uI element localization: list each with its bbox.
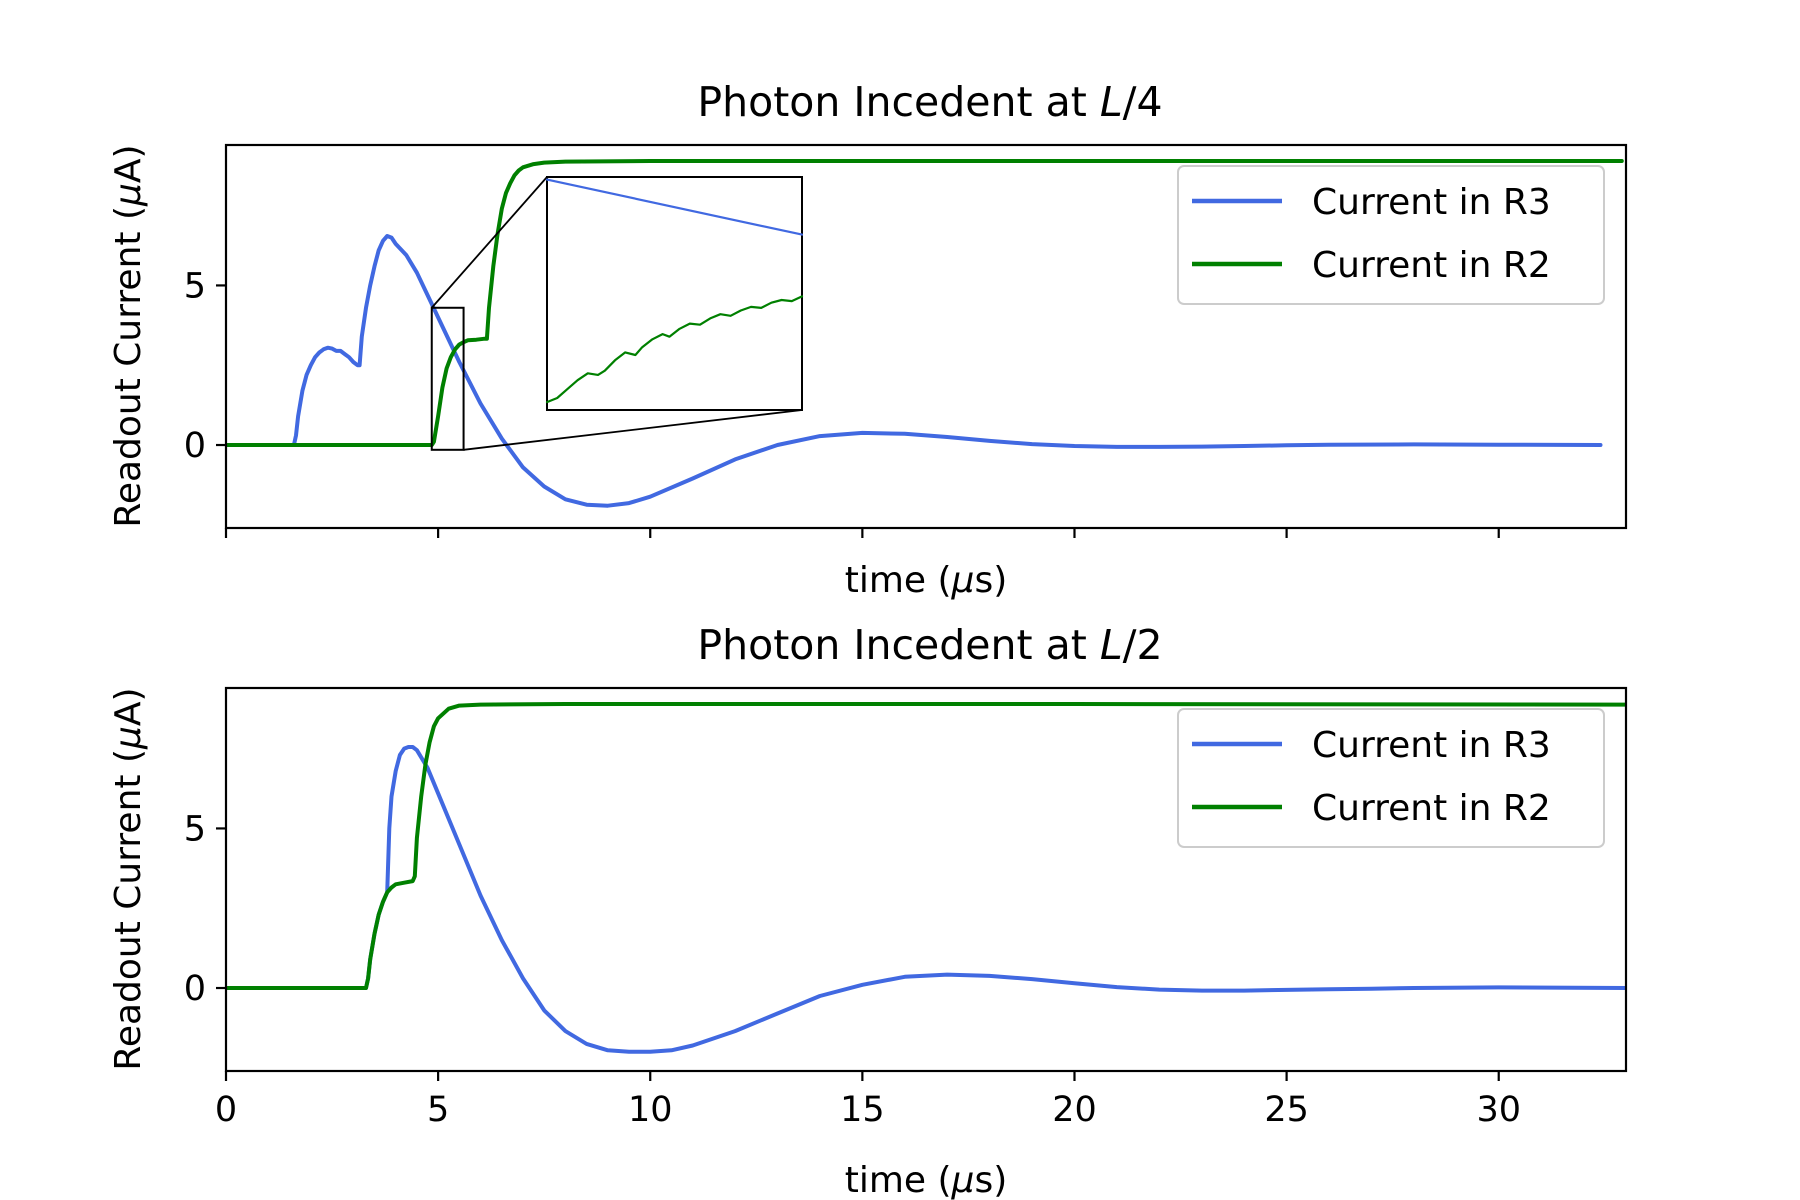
series-line-r2 [226,159,1624,447]
legend-label-r2: Current in R2 [1312,245,1551,286]
y-tick-label: 5 [184,266,206,306]
y-tick-label: 0 [184,969,206,1009]
zoom-connector-bottom [463,409,803,451]
legend-label-r3: Current in R3 [1312,182,1551,223]
plot-area: 05 [184,159,1624,538]
x-tick-label: 20 [1052,1090,1097,1130]
series-line-r2 [226,702,1626,990]
zoom-region-box [430,306,465,451]
inset-series-r2 [545,295,804,404]
x-tick-label: 5 [427,1090,449,1130]
axes-frame [224,143,1628,530]
inset-axes-frame [546,176,803,411]
y-axis-label: Readout Current (μA) [108,144,149,527]
chart-title: Photon Incedent at L/2 [697,621,1162,669]
x-tick-label: 0 [215,1090,237,1130]
x-tick-label: 30 [1476,1090,1521,1130]
legend: Current in R3 Current in R2 [1177,165,1605,305]
subplot-bottom: Photon Incedent at L/2 0 5 10 15 20 25 30 0 5 ti… [108,621,1628,1200]
series-group [226,702,1626,1054]
legend: Current in R3 Current in R2 [1177,708,1605,848]
plot-area: 0 5 10 15 20 25 30 0 5 [184,702,1626,1130]
series-group [226,159,1624,508]
x-axis-label: time (μs) [845,560,1008,601]
inset-series-r3 [545,178,804,236]
zoom-connector-top [431,176,548,309]
x-tick-label: 15 [840,1090,885,1130]
y-tick-label: 5 [184,809,206,849]
y-axis-label: Readout Current (μA) [108,687,149,1070]
x-tick-label: 25 [1264,1090,1309,1130]
x-axis-label: time (μs) [845,1160,1008,1200]
legend-box [1177,165,1605,305]
series-line-r3 [226,745,1626,1054]
x-tick-label: 10 [628,1090,673,1130]
chart-title: Photon Incedent at L/4 [697,78,1162,126]
axes-frame [224,686,1628,1073]
legend-label-r2: Current in R2 [1312,788,1551,829]
y-tick-label: 0 [184,426,206,466]
legend-label-r3: Current in R3 [1312,725,1551,766]
subplot-top: Photon Incedent at L/4 05 time (μs) Read… [108,78,1628,601]
series-line-r3 [226,234,1603,508]
legend-box [1177,708,1605,848]
